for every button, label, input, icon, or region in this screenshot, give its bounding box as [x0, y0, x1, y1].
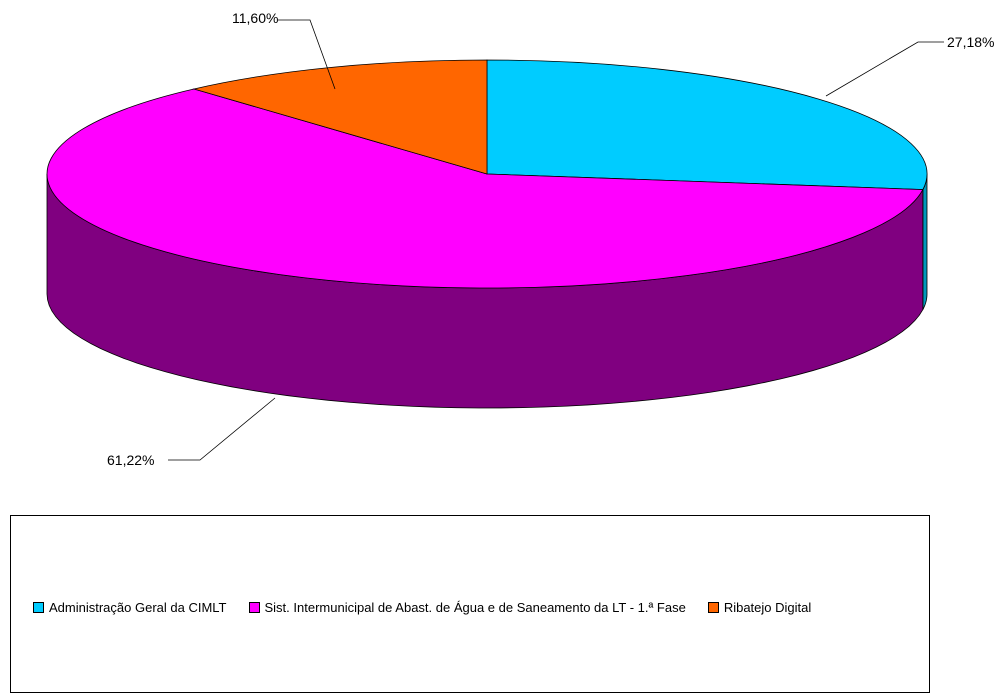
- pie-slice-2: [192, 59, 488, 175]
- legend-swatch: [33, 602, 44, 613]
- pie-chart: [46, 19, 944, 461]
- legend-item-administracao-geral: Administração Geral da CIMLT: [33, 600, 227, 615]
- legend-label: Sist. Intermunicipal de Abast. de Água e…: [264, 600, 686, 615]
- pie-side-0: [922, 174, 928, 310]
- legend-label: Ribatejo Digital: [723, 600, 812, 615]
- leader-line-0: [825, 41, 944, 97]
- leader-line-2: [168, 397, 276, 461]
- pie-slice-0: [486, 59, 928, 190]
- legend-swatch: [248, 602, 260, 613]
- data-label-sistema-intermunicipal: 61,22%: [107, 452, 155, 468]
- leader-line-1: [278, 19, 336, 90]
- pie-tops: [46, 59, 928, 289]
- legend-item-sistema-intermunicipal: Sist. Intermunicipal de Abast. de Água e…: [248, 600, 686, 615]
- legend-item-ribatejo-digital: Ribatejo Digital: [707, 600, 812, 615]
- legend: Administração Geral da CIMLT Sist. Inter…: [10, 515, 930, 693]
- legend-label: Administração Geral da CIMLT: [49, 600, 227, 615]
- legend-swatch: [707, 602, 719, 613]
- pie-slice-1: [46, 88, 924, 289]
- data-label-administracao-geral: 27,18%: [947, 34, 995, 50]
- leader-lines: [168, 19, 944, 461]
- data-label-ribatejo-digital: 11,60%: [232, 10, 279, 26]
- legend-row: Administração Geral da CIMLT Sist. Inter…: [33, 600, 833, 615]
